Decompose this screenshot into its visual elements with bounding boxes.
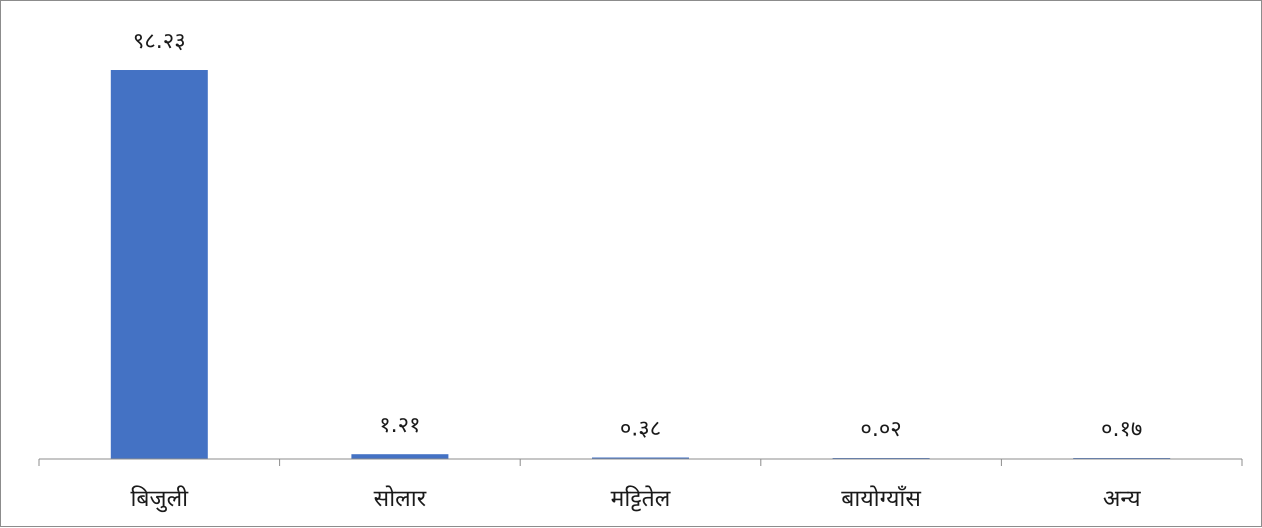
bar-value-label: ०.३८: [620, 416, 661, 441]
bar-value-label: ०.०२: [860, 417, 901, 442]
category-label: बायोग्याँस: [841, 485, 921, 512]
bar-value-label: १.२१: [379, 413, 420, 438]
bars-group: [110, 70, 1171, 459]
x-axis-ticks: [38, 459, 1243, 466]
bar-value-label: ९८.२३: [133, 29, 186, 54]
bar-value-label: ०.१७: [1101, 417, 1142, 442]
bar: [110, 70, 208, 459]
bar: [351, 454, 449, 459]
bar: [592, 457, 689, 459]
category-label: सोलार: [374, 485, 427, 512]
category-label: मट्टितेल: [611, 485, 671, 512]
category-label: अन्य: [1103, 486, 1141, 512]
category-label: बिजुली: [130, 485, 189, 513]
category-labels-group: बिजुली सोलार मट्टितेल बायोग्याँस अन्य: [130, 485, 1141, 513]
value-labels-group: ९८.२३ १.२१ ०.३८ ०.०२ ०.१७: [133, 29, 1142, 442]
